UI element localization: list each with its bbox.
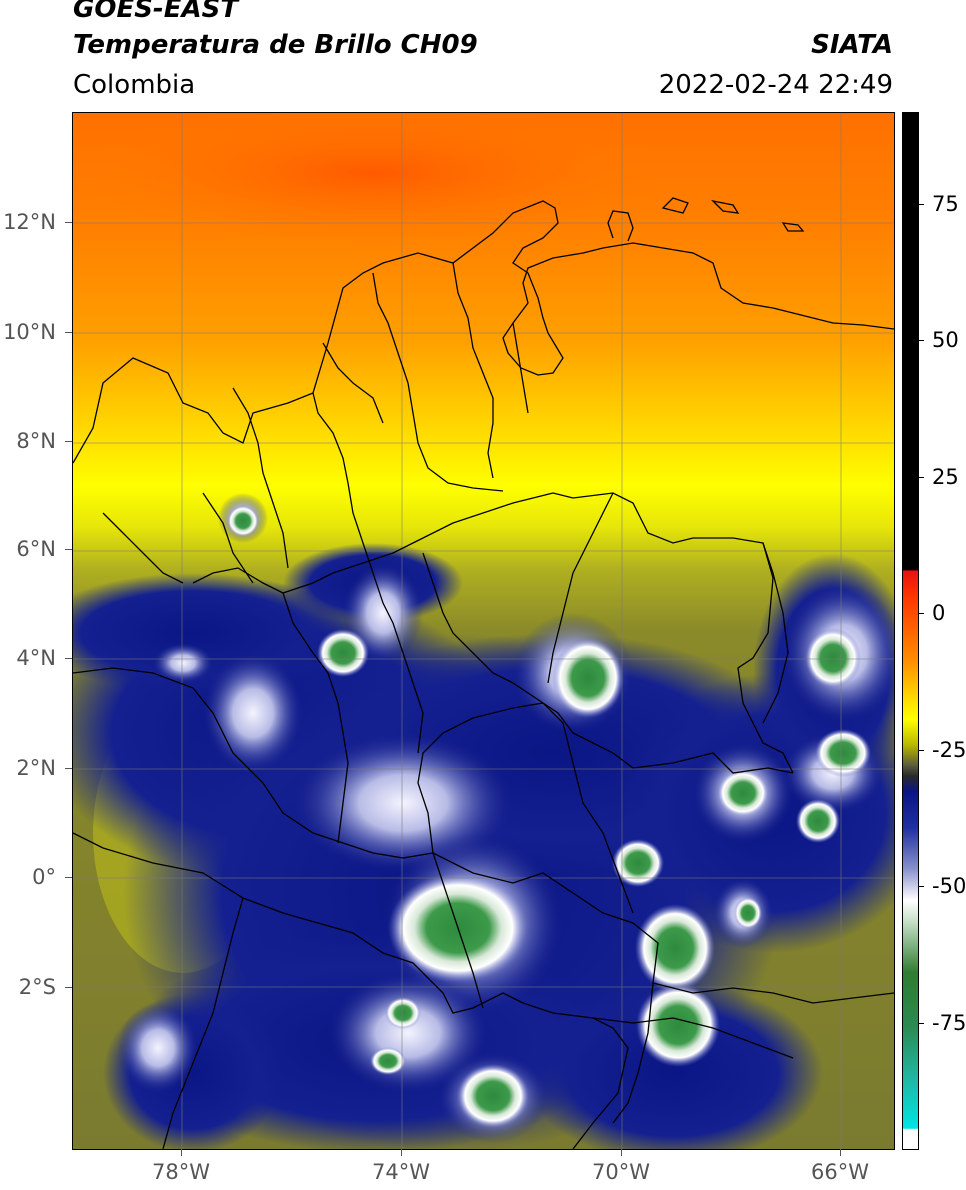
satellite-name: GOES-EAST [73,0,239,24]
region-name: Colombia [73,70,196,100]
datetime-stamp: 2022-02-24 22:49 [658,70,893,100]
lat-tick-label: 4°N [16,646,56,670]
lat-tick-label: 6°N [16,537,56,561]
lon-tick-label: 70°W [592,1160,650,1184]
colorbar-tick-label: -75 [932,1011,966,1035]
lon-tick-label: 74°W [372,1160,430,1184]
colorbar-tick-mark [918,1023,924,1024]
lat-tick-label: 2°N [16,756,56,780]
satellite-map [72,112,895,1150]
colorbar-tick-mark [918,204,924,205]
cold-cloud-tops [227,505,871,1128]
lon-tick-label: 66°W [811,1160,869,1184]
lat-tick-label: 12°N [3,210,56,234]
map-canvas [73,113,894,1149]
colorbar-tick-mark [918,886,924,887]
colorbar-tick-mark [918,613,924,614]
lat-tick-label: 10°N [3,320,56,344]
colorbar-tick-label: 0 [932,601,946,625]
lon-tick-mark [621,1149,622,1156]
lat-tick-label: 8°N [16,429,56,453]
lat-tick-mark [65,987,72,988]
lat-tick-mark [65,658,72,659]
lat-tick-mark [65,877,72,878]
colorbar-tick-label: 50 [932,328,959,352]
lat-tick-mark [65,549,72,550]
lat-tick-label: 2°S [18,975,56,999]
lat-tick-mark [65,768,72,769]
colorbar [902,112,919,1150]
lat-tick-label: 0° [32,865,56,889]
product-title: Temperatura de Brillo CH09 [73,30,478,60]
colorbar-tick-mark [918,477,924,478]
colorbar-tick-label: -50 [932,874,966,898]
colorbar-gradient [903,113,918,1149]
organization-name: SIATA [811,30,893,60]
lon-tick-mark [840,1149,841,1156]
warm-area [73,113,673,243]
lat-tick-mark [65,222,72,223]
lat-tick-mark [65,332,72,333]
colorbar-tick-mark [918,340,924,341]
lon-tick-mark [401,1149,402,1156]
colorbar-tick-label: 25 [932,465,959,489]
lon-tick-mark [181,1149,182,1156]
colorbar-tick-label: -25 [932,738,966,762]
colorbar-tick-mark [918,750,924,751]
political-boundaries [73,197,894,1149]
colorbar-tick-label: 75 [932,192,959,216]
lat-tick-mark [65,441,72,442]
lon-tick-label: 78°W [152,1160,210,1184]
